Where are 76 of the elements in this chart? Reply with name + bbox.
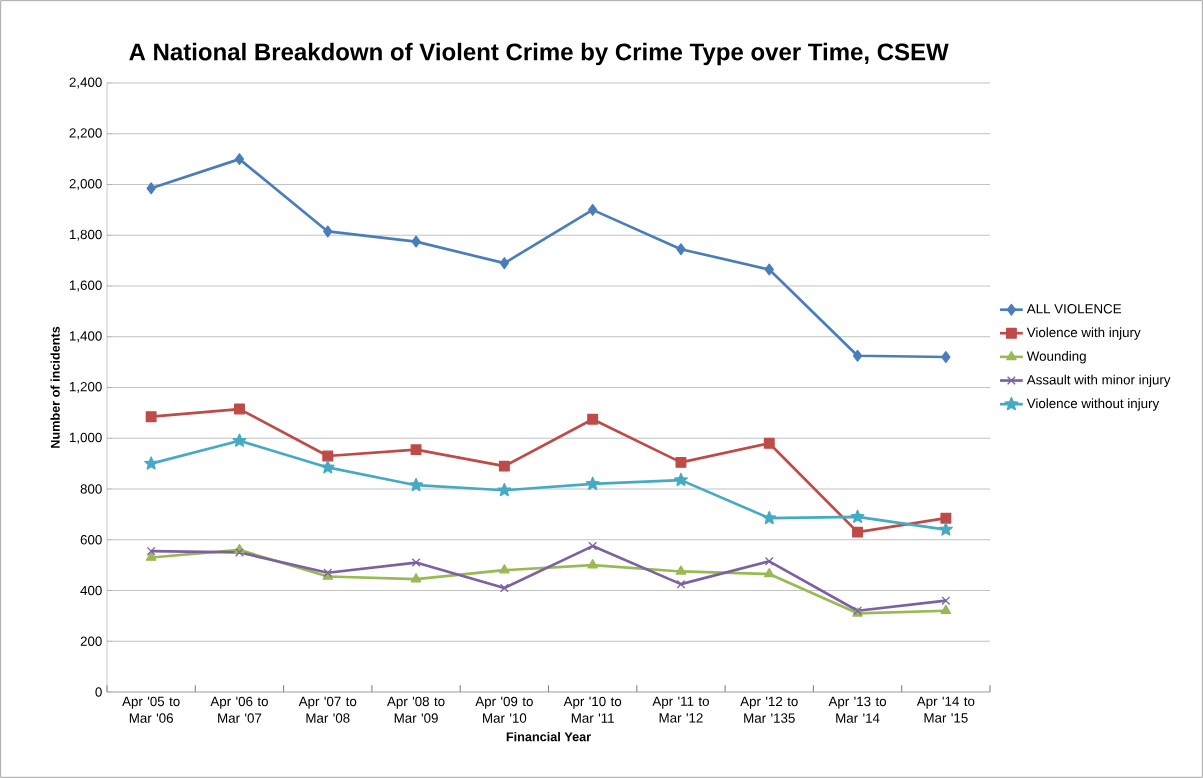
point (588, 541, 598, 551)
point (145, 551, 157, 561)
legend-label: Violence with injury (1026, 327, 1141, 340)
y-tick-label: 200 (80, 636, 102, 646)
x-tick-label: Apr '13 to Mar '14 (828, 696, 887, 723)
point (497, 482, 512, 497)
point (232, 433, 247, 447)
x-tick-label: Apr '08 to Mar '09 (387, 696, 445, 723)
point (587, 203, 598, 216)
x-tick-label: Apr '10 to Mar '11 (563, 696, 622, 723)
point (145, 411, 157, 423)
x-tick-label: Apr '06 to Mar '07 (210, 696, 268, 723)
point (409, 477, 424, 492)
point (146, 182, 156, 195)
point (322, 450, 334, 462)
point (940, 512, 952, 524)
point (233, 403, 245, 415)
point (323, 225, 333, 238)
point (585, 476, 600, 490)
y-tick-label: 1,800 (69, 229, 102, 241)
y-tick-label: 1,400 (69, 331, 102, 343)
x-tick-label: Apr '11 to Mar '12 (652, 696, 709, 723)
point (499, 583, 509, 593)
point (763, 567, 775, 578)
point (763, 437, 775, 449)
x-tick-label: Apr '05 to Mar '06 (122, 696, 180, 723)
x-tick-label: Apr '07 to Mar '08 (298, 696, 357, 723)
point (234, 153, 245, 166)
point (587, 559, 598, 569)
point (938, 522, 953, 536)
point (144, 456, 159, 470)
point (320, 460, 335, 474)
point (146, 546, 156, 556)
point (940, 604, 952, 615)
x-tick-label: Apr '14 to Mar '15 (916, 696, 975, 723)
legend-label: Violence without injury (1026, 398, 1160, 411)
point (675, 456, 687, 468)
point (941, 351, 951, 364)
legend-label: Assault with minor injury (1026, 374, 1171, 388)
point (676, 243, 686, 256)
point (410, 444, 422, 456)
point (850, 509, 865, 523)
y-tick-label: 2,200 (69, 128, 102, 140)
point (675, 565, 687, 575)
y-tick-label: 1,600 (69, 280, 102, 292)
point (587, 413, 599, 425)
point (411, 235, 421, 248)
point (673, 472, 688, 487)
x-tick-label: Apr '09 to Mar '10 (475, 696, 533, 723)
x-tick-label: Apr '12 to Mar '135 (740, 696, 798, 723)
y-tick-label: 400 (80, 585, 102, 596)
point (762, 510, 777, 525)
legend-label: Wounding (1026, 351, 1086, 364)
point (499, 257, 510, 270)
y-tick-label: 800 (80, 484, 102, 494)
y-tick-label: 2,400 (69, 77, 102, 89)
y-tick-label: 600 (80, 535, 102, 545)
point (676, 579, 686, 589)
point (498, 460, 510, 472)
point (499, 564, 510, 574)
legend-label: ALL VIOLENCE (1026, 304, 1122, 314)
point (764, 263, 774, 276)
point (410, 573, 422, 583)
point (941, 596, 951, 606)
chart-title: A National Breakdown of Violent Crime by Crime Type over Time, CSEW (129, 42, 949, 66)
point (852, 349, 863, 362)
x-axis-title: Financial Year (506, 731, 591, 742)
point (764, 556, 774, 566)
point (235, 547, 244, 557)
y-axis-title: Number of incidents (50, 326, 60, 448)
point (411, 558, 421, 568)
y-tick-label: 1,200 (69, 381, 102, 394)
point (852, 526, 864, 538)
y-tick-label: 1,000 (69, 432, 102, 444)
y-tick-label: 2,000 (69, 178, 102, 191)
y-tick-label: 0 (95, 687, 102, 697)
